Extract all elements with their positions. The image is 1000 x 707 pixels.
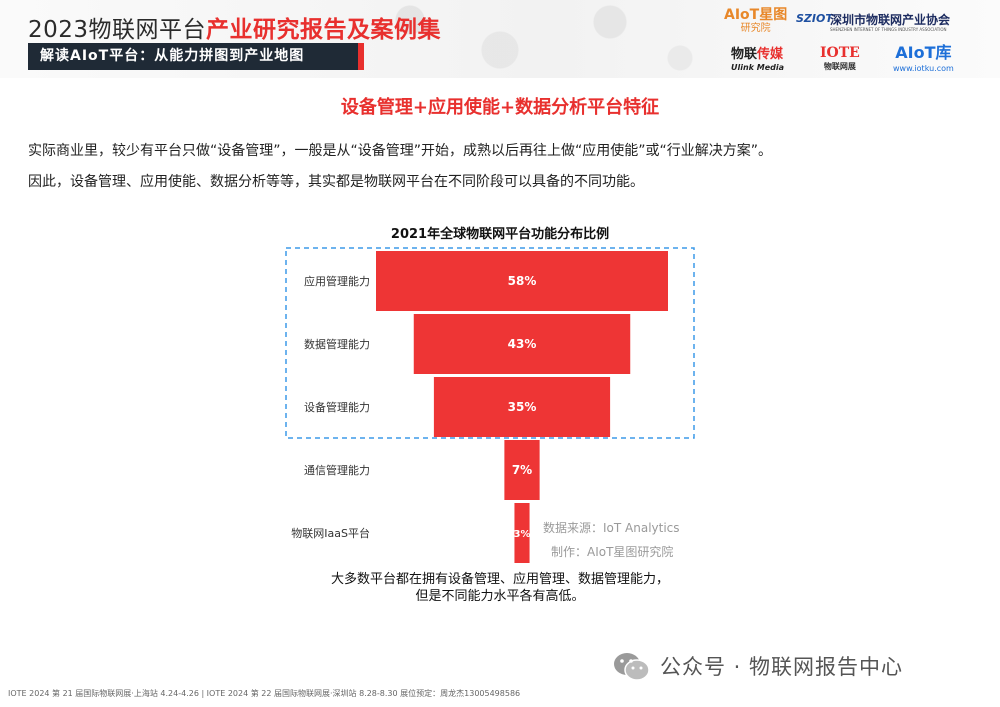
association-logo-en: SHENZHEN INTERNET OF THINGS INDUSTRY ASS… — [830, 27, 947, 32]
aiot-star-logo: AIoT星图 研究院 — [724, 8, 787, 36]
footer-exhibition-info: IOTE 2024 第 21 届国际物联网展·上海站 4.24-4.26 | I… — [8, 689, 521, 698]
ulink-logo-en: Ulink Media — [731, 63, 785, 72]
funnel-value-label: 43% — [508, 337, 537, 351]
aiotku-logo-text: AIoT库 — [895, 43, 952, 62]
report-subtitle: 解读AIoT平台：从能力拼图到产业地图 — [28, 43, 364, 70]
data-source-note: 数据来源：IoT Analytics — [543, 521, 680, 535]
funnel-category-label: 物联网IaaS平台 — [291, 526, 370, 540]
aiot-star-logo-sub: 研究院 — [740, 23, 771, 34]
sziot-logo: SZIOT — [796, 12, 833, 25]
association-logo: 深圳市物联网产业协会 — [830, 13, 951, 27]
funnel-category-label: 设备管理能力 — [304, 400, 370, 414]
body-paragraph-line-2: 因此，设备管理、应用使能、数据分析等等，其实都是物联网平台在不同阶段可以具备的不… — [28, 174, 644, 190]
funnel-bar — [514, 503, 530, 563]
aiotku-logo-sub: www.iotku.com — [893, 64, 954, 73]
highlight-dashed-box — [285, 247, 695, 439]
iote-logo-text: IOTE — [820, 45, 860, 61]
funnel-category-label: 数据管理能力 — [304, 337, 370, 351]
funnel-bar — [504, 440, 540, 500]
ulink-media-logo: 物联传媒 Ulink Media — [731, 48, 784, 74]
chart-conclusion: 大多数平台都在拥有设备管理、应用管理、数据管理能力， 但是不同能力水平各有高低。 — [250, 571, 750, 605]
report-title-part1: 2023物联网平台 — [28, 17, 207, 43]
wechat-account-watermark: 公众号 · 物联网报告中心 — [660, 655, 904, 679]
funnel-value-label: 58% — [508, 274, 537, 288]
funnel-category-label: 应用管理能力 — [304, 274, 370, 288]
report-title-part2: 产业研究报告及案例集 — [206, 17, 442, 43]
conclusion-line-2: 但是不同能力水平各有高低。 — [415, 589, 585, 604]
aiotku-logo: AIoT库 www.iotku.com — [893, 45, 954, 77]
conclusion-line-1: 大多数平台都在拥有设备管理、应用管理、数据管理能力， — [330, 572, 669, 587]
funnel-value-label: 3% — [514, 529, 531, 540]
aiot-star-logo-text: AIoT星图 — [724, 7, 788, 23]
funnel-bar — [413, 314, 631, 374]
funnel-bar — [376, 251, 668, 311]
made-by-note: 制作：AIoT星图研究院 — [551, 545, 674, 559]
ulink-logo-a: 物联 — [731, 47, 758, 62]
body-paragraph-line-1: 实际商业里，较少有平台只做“设备管理”，一般是从“设备管理”开始，成熟以后再往上… — [28, 143, 773, 159]
header-puzzle-decoration — [380, 0, 710, 78]
wechat-icon — [614, 653, 650, 681]
ulink-logo-b: 传媒 — [757, 47, 784, 62]
funnel-category-label: 通信管理能力 — [304, 463, 370, 477]
chart-title: 2021年全球物联网平台功能分布比例 — [390, 227, 610, 242]
section-title: 设备管理+应用使能+数据分析平台特征 — [340, 97, 660, 118]
report-title: 2023物联网平台产业研究报告及案例集 — [28, 10, 441, 44]
iote-logo-sub: 物联网展 — [823, 62, 856, 71]
iote-logo: IOTE 物联网展 — [820, 46, 860, 74]
funnel-value-label: 35% — [508, 400, 537, 414]
funnel-bar — [433, 377, 611, 437]
funnel-value-label: 7% — [512, 463, 532, 477]
